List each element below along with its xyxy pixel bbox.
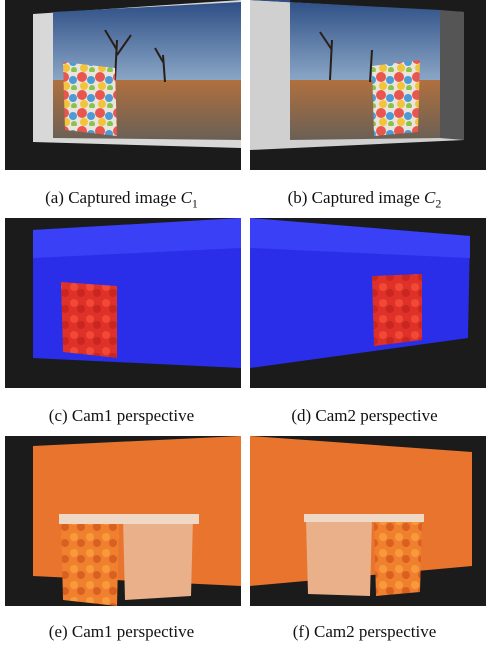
- panel-image: [250, 436, 486, 606]
- caption: (f) Cam2 perspective: [243, 622, 486, 642]
- caption: (d) Cam2 perspective: [243, 406, 486, 426]
- caption-text: 1: [191, 196, 198, 211]
- caption: (a) Captured image C1: [0, 188, 243, 211]
- caption-text: (e) Cam1 perspective: [48, 622, 195, 641]
- caption-text: 2: [435, 196, 442, 211]
- caption-text: (f) Cam2 perspective: [292, 622, 437, 641]
- panel-image: [5, 218, 241, 388]
- panel-image: [250, 218, 486, 388]
- caption-text: (a) Captured image: [45, 188, 177, 207]
- caption-text: (d) Cam2 perspective: [291, 406, 438, 425]
- panel-image: [5, 0, 241, 170]
- panel-image: [250, 0, 486, 170]
- caption-text: (b) Captured image: [287, 188, 420, 207]
- caption-text: (c) Cam1 perspective: [48, 406, 195, 425]
- caption: (c) Cam1 perspective: [0, 406, 243, 426]
- caption-text: C: [180, 188, 192, 207]
- panel-image: [5, 436, 241, 606]
- caption: (b) Captured image C2: [243, 188, 486, 211]
- caption: (e) Cam1 perspective: [0, 622, 243, 642]
- caption-text: C: [424, 188, 436, 207]
